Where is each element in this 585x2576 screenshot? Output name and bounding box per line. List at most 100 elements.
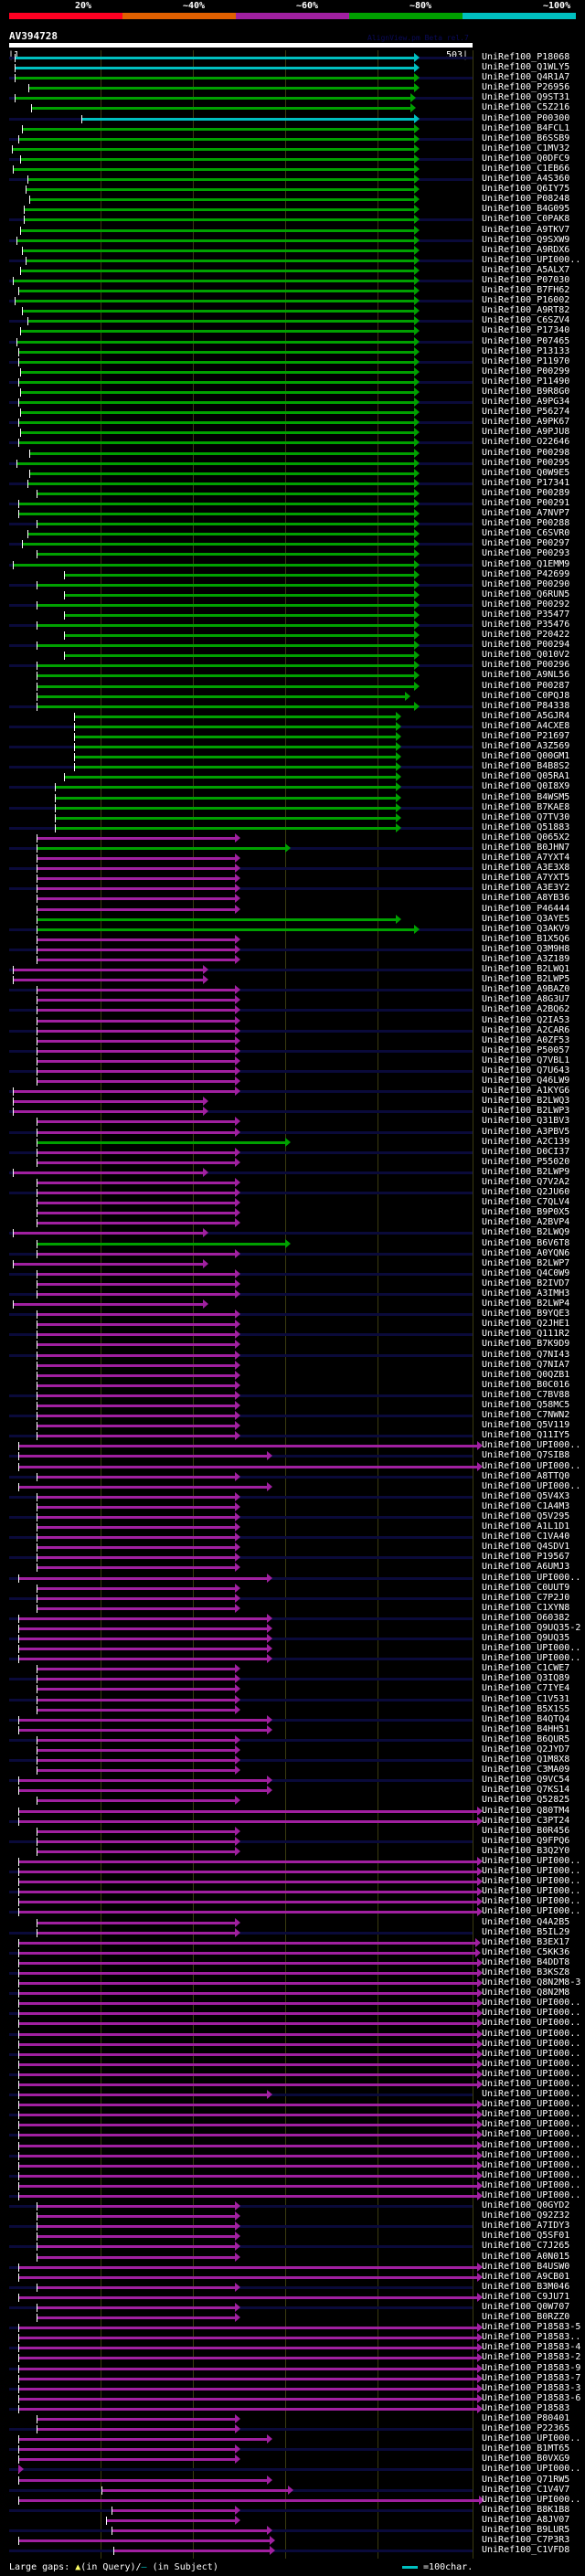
hit-label[interactable]: UniRef100_UPI000..: [482, 1480, 581, 1491]
alignment-row[interactable]: UniRef100_Q5SF01: [0, 2231, 585, 2242]
alignment-row[interactable]: UniRef100_P13133: [0, 345, 585, 357]
alignment-row[interactable]: UniRef100_P46444: [0, 904, 585, 915]
alignment-bar[interactable]: [37, 1252, 235, 1256]
alignment-bar[interactable]: [18, 2347, 478, 2350]
alignment-row[interactable]: UniRef100_UPI000..: [0, 2029, 585, 2040]
alignment-row[interactable]: UniRef100_B1MT65: [0, 2443, 585, 2454]
alignment-row[interactable]: UniRef100_C7P2J0: [0, 1593, 585, 1604]
hit-label[interactable]: UniRef100_Q9FPQ6: [482, 1835, 570, 1846]
hit-label[interactable]: UniRef100_Q3AYE5: [482, 913, 570, 924]
hit-label[interactable]: UniRef100_B7KAE8: [482, 801, 570, 812]
alignment-row[interactable]: UniRef100_B0JHN7: [0, 843, 585, 853]
hit-label[interactable]: UniRef100_P18583: [482, 2402, 570, 2413]
alignment-bar[interactable]: [13, 563, 415, 567]
alignment-row[interactable]: UniRef100_P00291: [0, 498, 585, 509]
hit-label[interactable]: UniRef100_UPI000..: [482, 2038, 581, 2049]
alignment-bar[interactable]: [18, 2124, 478, 2127]
alignment-row[interactable]: UniRef100_UPI000..: [0, 2068, 585, 2080]
alignment-bar[interactable]: [37, 1080, 235, 1084]
alignment-row[interactable]: UniRef100_Q58MC5: [0, 1399, 585, 1411]
hit-label[interactable]: UniRef100_A9PJU8: [482, 427, 570, 438]
alignment-bar[interactable]: [101, 2488, 289, 2492]
hit-label[interactable]: UniRef100_P26956: [482, 82, 570, 93]
hit-label[interactable]: UniRef100_P21697: [482, 731, 570, 742]
hit-label[interactable]: UniRef100_Q2IA53: [482, 1014, 570, 1025]
hit-label[interactable]: UniRef100_A4CXE8: [482, 720, 570, 731]
hit-label[interactable]: UniRef100_A9CB01: [482, 2271, 570, 2282]
hit-label[interactable]: UniRef100_P22365: [482, 2423, 570, 2434]
alignment-row[interactable]: UniRef100_P17340: [0, 325, 585, 336]
alignment-row[interactable]: UniRef100_C1XYN8: [0, 1603, 585, 1614]
alignment-row[interactable]: UniRef100_Q9ST31: [0, 92, 585, 103]
hit-label[interactable]: UniRef100_Q7VBL1: [482, 1055, 570, 1065]
alignment-bar[interactable]: [37, 1282, 235, 1286]
alignment-row[interactable]: UniRef100_Q7TV30: [0, 812, 585, 823]
hit-label[interactable]: UniRef100_UPI000..: [482, 1896, 581, 1907]
alignment-bar[interactable]: [13, 279, 415, 282]
alignment-bar[interactable]: [18, 2458, 235, 2462]
alignment-row[interactable]: UniRef100_P56274: [0, 407, 585, 418]
alignment-bar[interactable]: [18, 290, 415, 293]
hit-label[interactable]: UniRef100_Q9UQ35: [482, 1633, 570, 1644]
alignment-row[interactable]: UniRef100_UPI000..: [0, 1896, 585, 1907]
alignment-bar[interactable]: [37, 1039, 235, 1043]
hit-label[interactable]: UniRef100_P00296: [482, 660, 570, 671]
hit-label[interactable]: UniRef100_A9BAZ0: [482, 984, 570, 995]
hit-label[interactable]: UniRef100_UPI000..: [482, 2058, 581, 2069]
alignment-bar[interactable]: [26, 188, 415, 192]
hit-label[interactable]: UniRef100_C3PT24: [482, 1815, 570, 1826]
hit-label[interactable]: UniRef100_C0PAK8: [482, 214, 570, 225]
alignment-bar[interactable]: [13, 1100, 203, 1104]
hit-label[interactable]: UniRef100_P11970: [482, 355, 570, 366]
alignment-bar[interactable]: [18, 2194, 478, 2198]
alignment-bar[interactable]: [18, 421, 415, 425]
alignment-row[interactable]: UniRef100_P00295: [0, 458, 585, 469]
alignment-row[interactable]: UniRef100_Q6IY75: [0, 184, 585, 195]
alignment-row[interactable]: UniRef100_B2LWP9: [0, 1167, 585, 1178]
alignment-row[interactable]: UniRef100_C7IYE4: [0, 1683, 585, 1694]
alignment-bar[interactable]: [37, 2428, 235, 2432]
alignment-bar[interactable]: [64, 654, 415, 658]
alignment-row[interactable]: UniRef100_C7J265: [0, 2241, 585, 2252]
alignment-row[interactable]: UniRef100_B2LWP7: [0, 1258, 585, 1269]
alignment-bar[interactable]: [37, 2205, 235, 2209]
alignment-bar[interactable]: [37, 917, 397, 921]
alignment-row[interactable]: UniRef100_B3EX17: [0, 1937, 585, 1948]
hit-label[interactable]: UniRef100_A4S360: [482, 174, 570, 185]
hit-label[interactable]: UniRef100_P08248: [482, 194, 570, 205]
alignment-bar[interactable]: [37, 1850, 235, 1853]
hit-label[interactable]: UniRef100_Q2JHE1: [482, 1319, 570, 1330]
alignment-row[interactable]: UniRef100_C5Z216: [0, 102, 585, 113]
alignment-bar[interactable]: [37, 1769, 235, 1773]
alignment-row[interactable]: UniRef100_B9P0X5: [0, 1207, 585, 1218]
alignment-bar[interactable]: [15, 300, 415, 303]
alignment-bar[interactable]: [37, 1373, 235, 1377]
alignment-bar[interactable]: [64, 593, 415, 597]
alignment-bar[interactable]: [64, 573, 415, 577]
hit-label[interactable]: UniRef100_A6UMJ3: [482, 1562, 570, 1573]
hit-label[interactable]: UniRef100_UPI000..: [482, 2068, 581, 2079]
alignment-bar[interactable]: [37, 1536, 235, 1540]
alignment-row[interactable]: UniRef100_P18583-5: [0, 2322, 585, 2333]
alignment-bar[interactable]: [27, 320, 415, 323]
hit-label[interactable]: UniRef100_B2LWQ1: [482, 964, 570, 975]
hit-label[interactable]: UniRef100_C7P3R3: [482, 2535, 570, 2546]
alignment-bar[interactable]: [18, 2012, 478, 2016]
alignment-bar[interactable]: [37, 2255, 235, 2259]
alignment-bar[interactable]: [29, 198, 415, 202]
hit-label[interactable]: UniRef100_P00298: [482, 447, 570, 458]
alignment-bar[interactable]: [18, 1789, 268, 1793]
alignment-bar[interactable]: [55, 796, 397, 800]
alignment-row[interactable]: UniRef100_A2CAR6: [0, 1025, 585, 1036]
hit-label[interactable]: UniRef100_B2LWP5: [482, 974, 570, 985]
hit-label[interactable]: UniRef100_Q58MC5: [482, 1399, 570, 1410]
hit-label[interactable]: UniRef100_A3Z189: [482, 954, 570, 964]
alignment-bar[interactable]: [15, 77, 415, 80]
alignment-row[interactable]: UniRef100_Q4C0W9: [0, 1268, 585, 1279]
hit-label[interactable]: UniRef100_C5KK36: [482, 1946, 570, 1957]
alignment-row[interactable]: UniRef100_Q92Z32: [0, 2210, 585, 2221]
hit-label[interactable]: UniRef100_P13133: [482, 345, 570, 356]
hit-label[interactable]: UniRef100_A9RT82: [482, 305, 570, 316]
alignment-bar[interactable]: [37, 877, 235, 881]
alignment-row[interactable]: UniRef100_B0R456: [0, 1826, 585, 1837]
